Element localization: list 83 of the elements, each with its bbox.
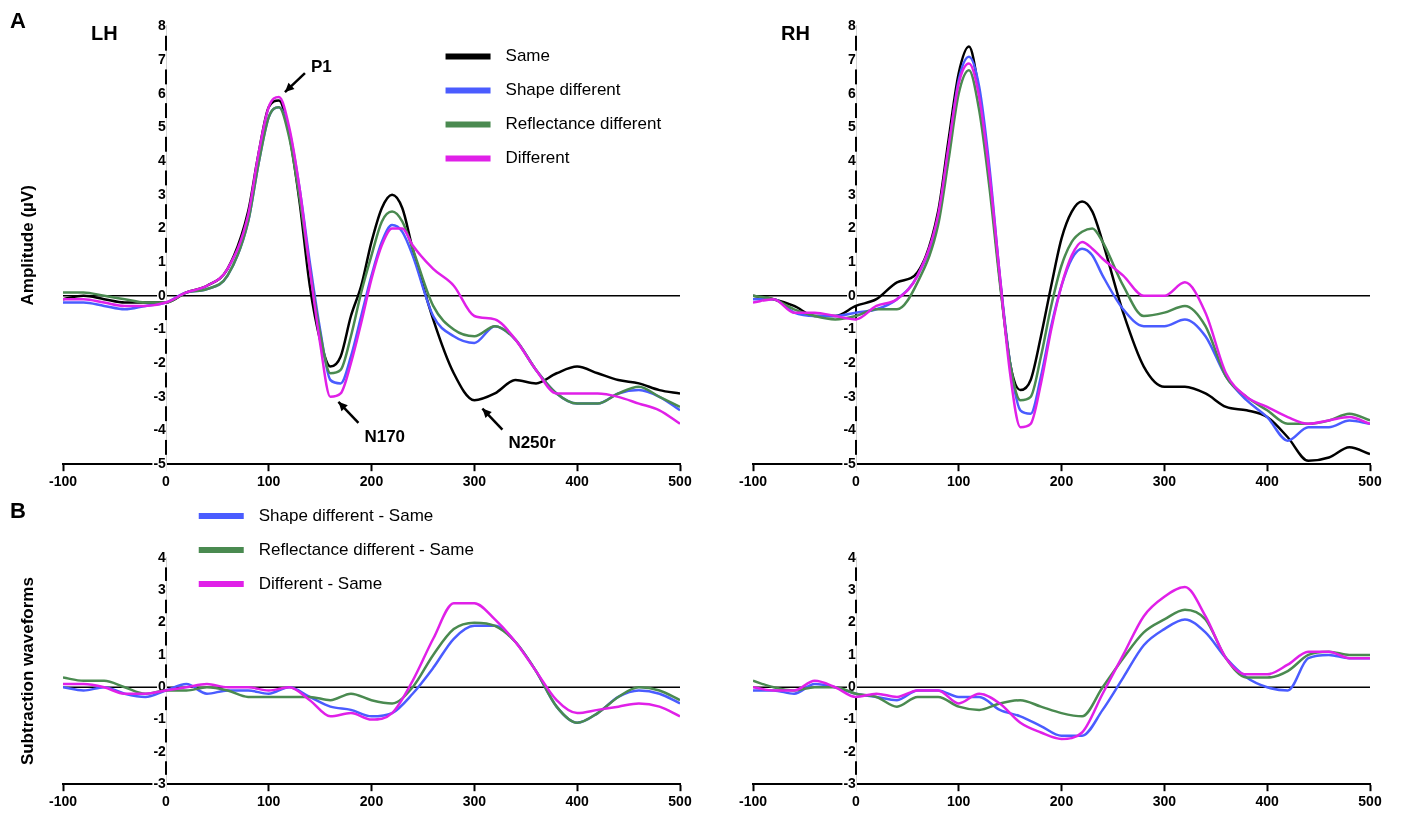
y-tick-label: -3 [153,387,167,404]
y-tick-label: -5 [843,455,857,472]
y-tick-label: 2 [158,613,167,630]
y-tick-label: -2 [153,354,167,371]
x-tick-label: -100 [48,473,78,490]
y-tick-label: 0 [848,678,857,695]
y-tick-label: 1 [158,645,167,662]
y-tick-label: 4 [158,151,167,168]
y-tick-label: 8 [158,17,167,34]
x-tick-label: 300 [462,473,487,490]
annotation: N170 [364,426,406,446]
legend-label: Shape different - Same [258,505,434,525]
x-tick-label: -100 [738,793,768,810]
y-tick-label: 3 [848,185,857,202]
x-tick-label: 300 [462,793,487,810]
y-tick-label: 6 [848,84,857,101]
x-tick-label: 500 [668,473,692,490]
y-tick-label: 7 [848,50,857,67]
legend-label: Same [505,46,550,66]
y-tick-label: -3 [843,775,857,792]
y-tick-label: -2 [843,742,857,759]
y-tick-label: -5 [153,455,167,472]
y-tick-label: -4 [153,421,167,438]
x-tick-label: 500 [1358,793,1382,810]
y-axis-title: Subtraction waveforms [17,577,37,766]
y-tick-label: 3 [158,581,167,598]
x-tick-label: 200 [1049,473,1074,490]
y-tick-label: 3 [158,185,167,202]
y-tick-label: -3 [843,387,857,404]
legend-label: Shape different [505,80,621,100]
legend-label: Reflectance different [505,114,662,134]
y-tick-label: -1 [153,710,167,727]
x-tick-label: -100 [738,473,768,490]
y-tick-label: -2 [843,354,857,371]
chart-title: RH [781,21,810,44]
text: A [10,8,26,34]
y-tick-label: 5 [158,118,167,135]
y-tick-label: 4 [848,548,857,565]
y-axis-title: Amplitude (µV) [17,185,37,306]
x-tick-label: -100 [48,793,78,810]
chart-title: LH [91,21,118,44]
y-tick-label: 1 [848,253,857,269]
y-tick-label: 1 [158,253,167,269]
y-tick-label: 0 [848,286,857,303]
y-tick-label: 5 [848,118,857,135]
x-tick-label: 400 [565,473,590,490]
y-tick-label: 6 [158,84,167,101]
x-tick-label: 400 [1255,473,1280,490]
x-tick-label: 500 [1358,473,1382,490]
x-tick-label: 100 [256,473,281,490]
x-tick-label: 100 [946,793,971,810]
x-tick-label: 200 [359,793,384,810]
x-tick-label: 300 [1152,473,1177,490]
y-tick-label: -1 [153,320,167,337]
annotation: P1 [310,56,332,76]
y-tick-label: 7 [158,50,167,67]
y-tick-label: -4 [843,421,857,438]
y-tick-label: 2 [848,613,857,630]
x-tick-label: 200 [359,473,384,490]
legend-label: Reflectance different - Same [258,539,474,559]
y-tick-label: -2 [153,742,167,759]
y-tick-label: 3 [848,581,857,598]
x-tick-label: 500 [668,793,692,810]
text: B [10,498,26,524]
x-tick-label: 100 [256,793,281,810]
y-tick-label: 8 [848,17,857,34]
x-tick-label: 400 [1255,793,1280,810]
y-tick-label: 2 [848,219,857,236]
annotation: N250r [508,433,557,453]
x-tick-label: 100 [946,473,971,490]
y-tick-label: -3 [153,775,167,792]
x-tick-label: 300 [1152,793,1177,810]
legend-label: Different [505,148,570,168]
y-tick-label: 4 [848,151,857,168]
x-tick-label: 200 [1049,793,1074,810]
y-tick-label: -1 [843,320,857,337]
y-tick-label: 4 [158,548,167,565]
y-tick-label: 2 [158,219,167,236]
legend-label: Different - Same [258,573,383,593]
y-tick-label: 0 [158,286,167,303]
y-tick-label: -1 [843,710,857,727]
y-tick-label: 1 [848,645,857,662]
x-tick-label: 400 [565,793,590,810]
